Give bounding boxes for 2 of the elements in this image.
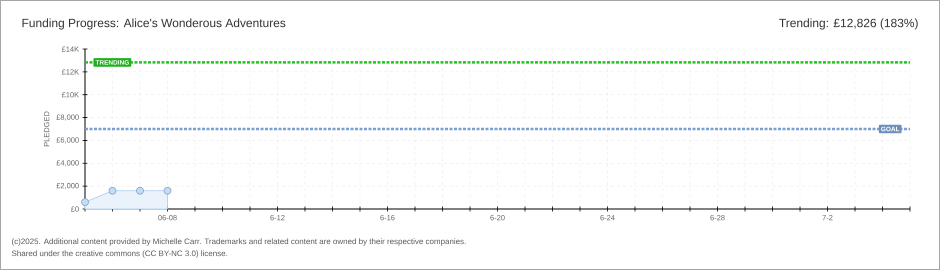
chart-title: Funding Progress: Alice's Wonderous Adventures (22, 18, 286, 30)
chart-subtitle: Trending: £12,826 (183%) (779, 18, 918, 30)
